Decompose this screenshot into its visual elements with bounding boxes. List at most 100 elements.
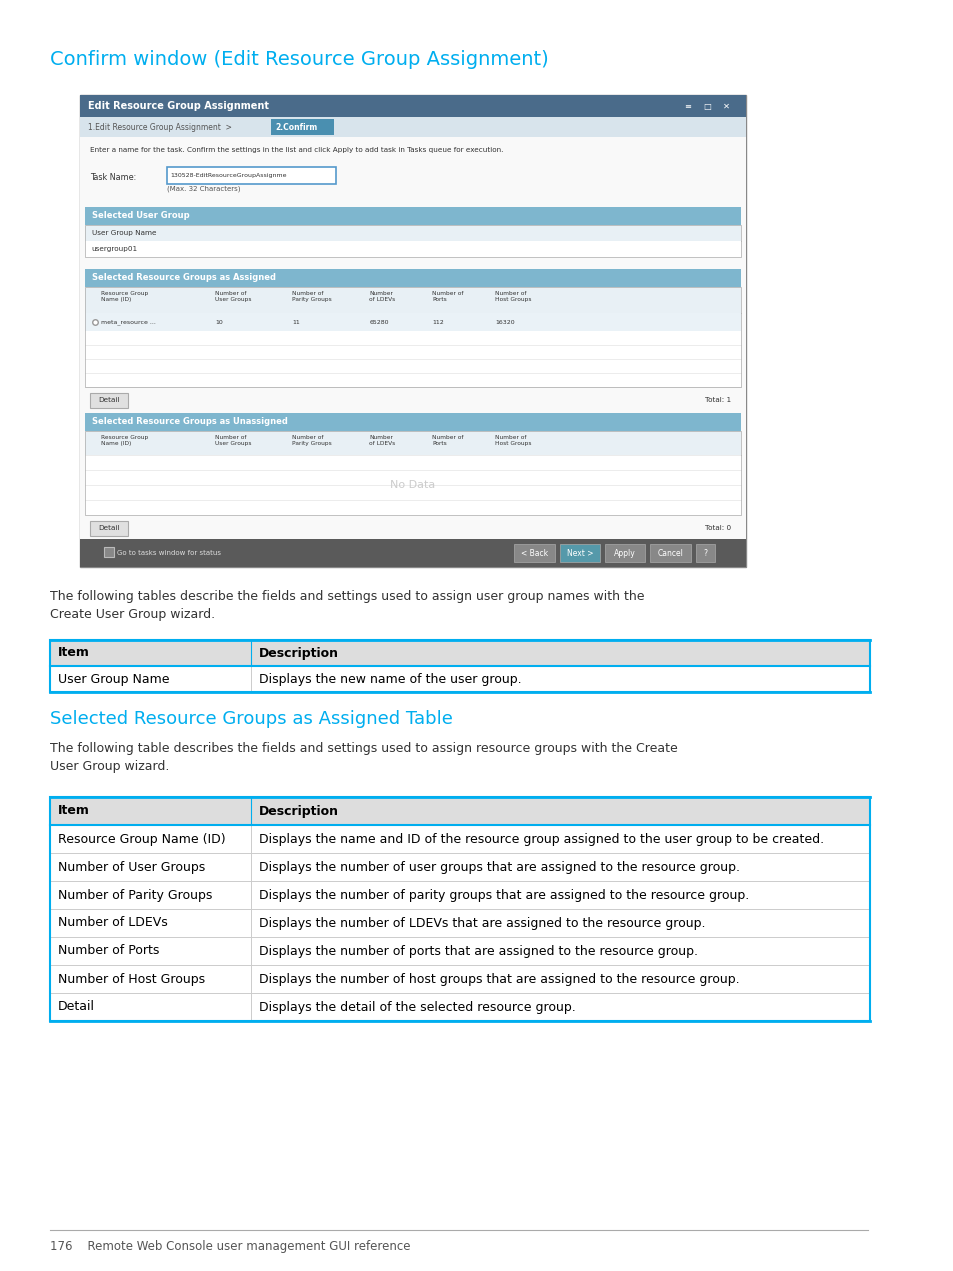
Bar: [51, 993, 869, 1021]
Bar: [51, 666, 869, 691]
Bar: [85, 372, 740, 386]
Bar: [85, 241, 740, 257]
Text: Displays the number of LDEVs that are assigned to the resource group.: Displays the number of LDEVs that are as…: [258, 916, 704, 929]
Bar: [85, 287, 740, 313]
Bar: [85, 287, 740, 386]
Text: Number
of LDEVs: Number of LDEVs: [369, 435, 395, 446]
Text: Task Name:: Task Name:: [90, 173, 136, 182]
Text: User Group Name: User Group Name: [58, 672, 170, 685]
Bar: [90, 521, 128, 536]
Text: Number
of LDEVs: Number of LDEVs: [369, 291, 395, 301]
Text: Description: Description: [258, 647, 338, 660]
Bar: [85, 344, 740, 358]
Text: Selected User Group: Selected User Group: [91, 211, 189, 220]
Bar: [51, 797, 869, 825]
Bar: [85, 225, 740, 257]
Text: Detail: Detail: [98, 525, 119, 531]
Text: Go to tasks window for status: Go to tasks window for status: [116, 550, 220, 555]
Bar: [85, 313, 740, 330]
Text: Total: 0: Total: 0: [704, 525, 731, 531]
Text: □: □: [702, 102, 710, 111]
Bar: [51, 641, 869, 691]
Text: Number of
Ports: Number of Ports: [432, 435, 463, 446]
Text: ✕: ✕: [722, 102, 729, 111]
Bar: [85, 413, 740, 431]
Text: (Max. 32 Characters): (Max. 32 Characters): [167, 186, 240, 192]
Bar: [604, 544, 645, 562]
Text: Detail: Detail: [98, 397, 119, 403]
Text: Number of User Groups: Number of User Groups: [58, 860, 205, 873]
Text: Apply: Apply: [614, 549, 636, 558]
Text: Confirm window (Edit Resource Group Assignment): Confirm window (Edit Resource Group Assi…: [51, 50, 548, 69]
Text: Cancel: Cancel: [657, 549, 682, 558]
Text: 11: 11: [292, 319, 300, 324]
Text: Item: Item: [58, 805, 90, 817]
Bar: [80, 117, 745, 137]
Bar: [271, 119, 334, 135]
Bar: [51, 881, 869, 909]
Text: Number of
Host Groups: Number of Host Groups: [495, 291, 531, 301]
Bar: [51, 909, 869, 937]
Text: 112: 112: [432, 319, 443, 324]
Text: Displays the new name of the user group.: Displays the new name of the user group.: [258, 672, 521, 685]
Bar: [650, 544, 690, 562]
Bar: [85, 330, 740, 344]
Bar: [695, 544, 714, 562]
Bar: [85, 225, 740, 241]
Text: Number of
Parity Groups: Number of Parity Groups: [292, 291, 332, 301]
Text: Number of Ports: Number of Ports: [58, 944, 159, 957]
Text: Resource Group Name (ID): Resource Group Name (ID): [58, 833, 225, 845]
Text: Displays the number of user groups that are assigned to the resource group.: Displays the number of user groups that …: [258, 860, 739, 873]
Text: Displays the number of ports that are assigned to the resource group.: Displays the number of ports that are as…: [258, 944, 697, 957]
Text: Selected Resource Groups as Assigned: Selected Resource Groups as Assigned: [91, 273, 275, 282]
Bar: [51, 937, 869, 965]
Bar: [85, 358, 740, 372]
Bar: [51, 825, 869, 853]
Bar: [51, 641, 869, 666]
Text: 176    Remote Web Console user management GUI reference: 176 Remote Web Console user management G…: [51, 1240, 410, 1253]
Bar: [167, 167, 335, 184]
Text: 16320: 16320: [495, 319, 514, 324]
Text: No Data: No Data: [390, 480, 436, 491]
Bar: [85, 431, 740, 455]
Bar: [104, 547, 113, 557]
Bar: [80, 137, 745, 539]
Bar: [514, 544, 554, 562]
Text: 10: 10: [215, 319, 223, 324]
Text: < Back: < Back: [520, 549, 547, 558]
Text: Number of
Ports: Number of Ports: [432, 291, 463, 301]
Text: Displays the name and ID of the resource group assigned to the user group to be : Displays the name and ID of the resource…: [258, 833, 823, 845]
Text: Displays the number of host groups that are assigned to the resource group.: Displays the number of host groups that …: [258, 972, 739, 985]
Bar: [80, 539, 745, 567]
Text: ?: ?: [702, 549, 706, 558]
Text: Enter a name for the task. Confirm the settings in the list and click Apply to a: Enter a name for the task. Confirm the s…: [90, 147, 502, 153]
Bar: [85, 431, 740, 515]
Text: 1.Edit Resource Group Assignment  >: 1.Edit Resource Group Assignment >: [88, 122, 236, 131]
Text: User Group Name: User Group Name: [91, 230, 156, 236]
Bar: [51, 797, 869, 1021]
Bar: [85, 455, 740, 515]
Text: The following table describes the fields and settings used to assign resource gr: The following table describes the fields…: [51, 742, 678, 773]
Text: Displays the detail of the selected resource group.: Displays the detail of the selected reso…: [258, 1000, 575, 1013]
Bar: [85, 269, 740, 287]
Text: Edit Resource Group Assignment: Edit Resource Group Assignment: [88, 100, 269, 111]
Bar: [559, 544, 599, 562]
Text: Number of
Host Groups: Number of Host Groups: [495, 435, 531, 446]
Bar: [85, 207, 740, 225]
Text: Number of LDEVs: Number of LDEVs: [58, 916, 168, 929]
Text: ≡: ≡: [683, 102, 691, 111]
Text: 65280: 65280: [369, 319, 389, 324]
Text: 2.Confirm: 2.Confirm: [274, 122, 316, 131]
Text: 130528-EditResourceGroupAssignme: 130528-EditResourceGroupAssignme: [171, 173, 287, 178]
Text: Total: 1: Total: 1: [704, 397, 731, 403]
Text: Item: Item: [58, 647, 90, 660]
Text: Detail: Detail: [58, 1000, 94, 1013]
Text: Resource Group
Name (ID): Resource Group Name (ID): [101, 435, 149, 446]
Text: Number of
User Groups: Number of User Groups: [215, 435, 252, 446]
Text: usergroup01: usergroup01: [91, 247, 137, 252]
Bar: [90, 393, 128, 408]
Bar: [80, 95, 745, 567]
Text: meta_resource ...: meta_resource ...: [101, 319, 156, 325]
Text: Selected Resource Groups as Unassigned: Selected Resource Groups as Unassigned: [91, 417, 287, 427]
Text: Description: Description: [258, 805, 338, 817]
